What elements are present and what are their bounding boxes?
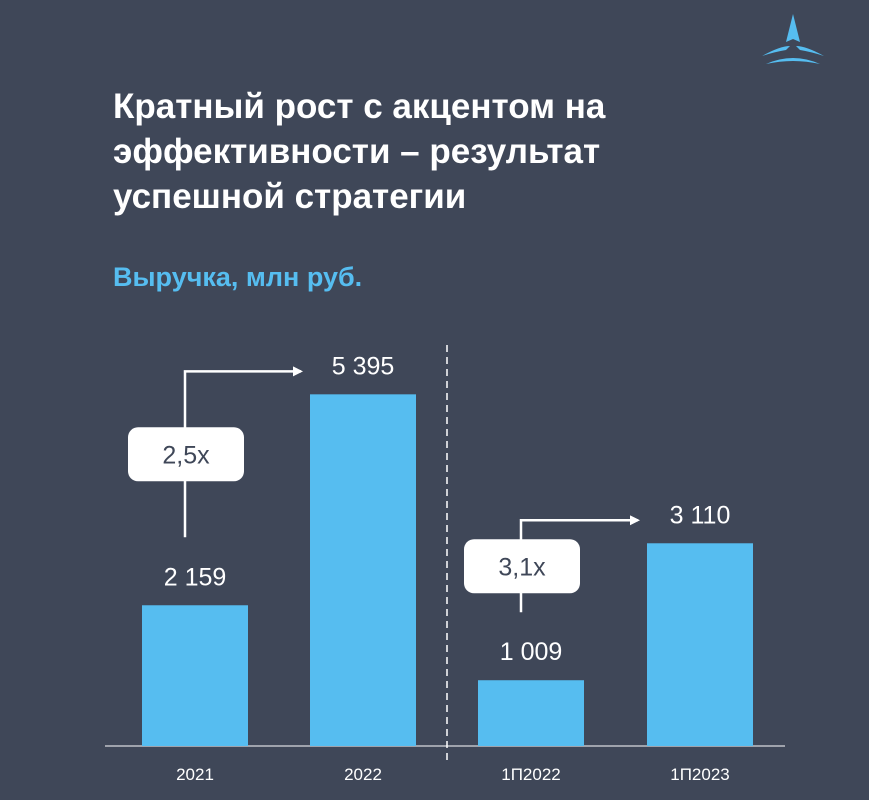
growth-multiplier-badge	[128, 427, 244, 482]
slide-title-line: успешной стратегии	[113, 177, 467, 216]
bar-2022	[310, 394, 416, 746]
x-tick-label: 1П2023	[670, 765, 730, 784]
growth-multiplier-label: 2,5x	[162, 441, 210, 469]
growth-multiplier-label: 3,1x	[498, 553, 546, 581]
bar-value-label: 1 009	[500, 638, 563, 666]
bar-2021	[142, 605, 248, 746]
bar-value-label: 3 110	[670, 501, 731, 529]
x-tick-label: 2021	[176, 765, 214, 784]
slide-title-line: Кратный рост с акцентом на	[113, 87, 606, 126]
x-tick-label: 1П2022	[501, 765, 561, 784]
slide-title: Кратный рост с акцентом на эффективности…	[113, 84, 753, 219]
growth-multiplier-badge	[464, 539, 580, 594]
bar-1П2022	[478, 680, 584, 746]
bar-value-label: 2 159	[164, 563, 227, 591]
company-logo-icon	[762, 14, 824, 64]
chart-title: Выручка, млн руб.	[113, 262, 363, 292]
bar-value-label: 5 395	[332, 352, 395, 380]
growth-arrow	[183, 366, 303, 538]
slide-title-line: эффективности – результат	[113, 132, 601, 171]
x-tick-label: 2022	[344, 765, 382, 784]
bar-1П2023	[647, 543, 753, 746]
